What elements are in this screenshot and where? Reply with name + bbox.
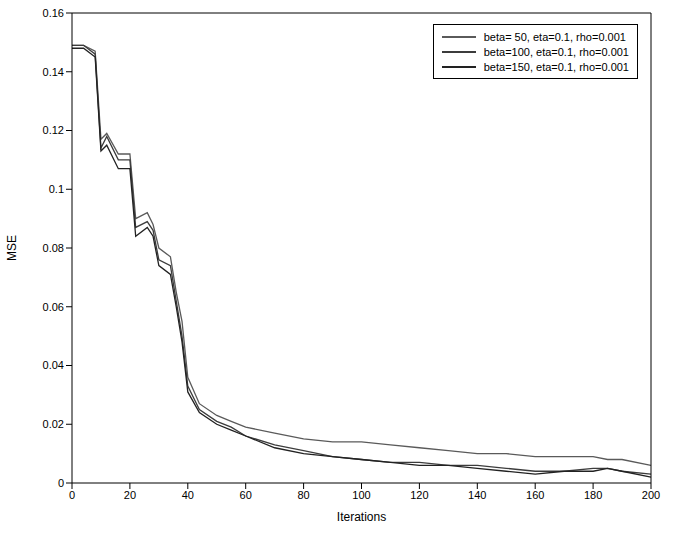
- html-text:beta=150, eta=0.1, rho=0.001: beta=150, eta=0.1, rho=0.001: [483, 60, 629, 73]
- svg-text:0: 0: [58, 477, 64, 489]
- html-text:beta= 50, eta=0.1, rho=0.001: beta= 50, eta=0.1, rho=0.001: [483, 30, 626, 43]
- svg-text:0: 0: [69, 489, 75, 501]
- svg-text:140: 140: [468, 489, 486, 501]
- svg-text:0.1: 0.1: [49, 183, 64, 195]
- svg-text:0.08: 0.08: [43, 242, 64, 254]
- svg-text:200: 200: [642, 489, 660, 501]
- svg-text:160: 160: [526, 489, 544, 501]
- svg-text:20: 20: [124, 489, 136, 501]
- svg-text:0.12: 0.12: [43, 124, 64, 136]
- svg-text:0.06: 0.06: [43, 301, 64, 313]
- svg-text:0.16: 0.16: [43, 7, 64, 19]
- svg-text:0.04: 0.04: [43, 359, 64, 371]
- svg-text:MSE: MSE: [5, 235, 19, 261]
- svg-text:60: 60: [240, 489, 252, 501]
- svg-text:180: 180: [584, 489, 602, 501]
- html-text:beta=100, eta=0.1, rho=0.001: beta=100, eta=0.1, rho=0.001: [483, 45, 629, 58]
- svg-text:40: 40: [182, 489, 194, 501]
- svg-text:120: 120: [410, 489, 428, 501]
- svg-text:100: 100: [352, 489, 370, 501]
- svg-text:0.02: 0.02: [43, 418, 64, 430]
- svg-text:Iterations: Iterations: [337, 510, 386, 524]
- svg-text:80: 80: [297, 489, 309, 501]
- svg-text:0.14: 0.14: [43, 66, 64, 78]
